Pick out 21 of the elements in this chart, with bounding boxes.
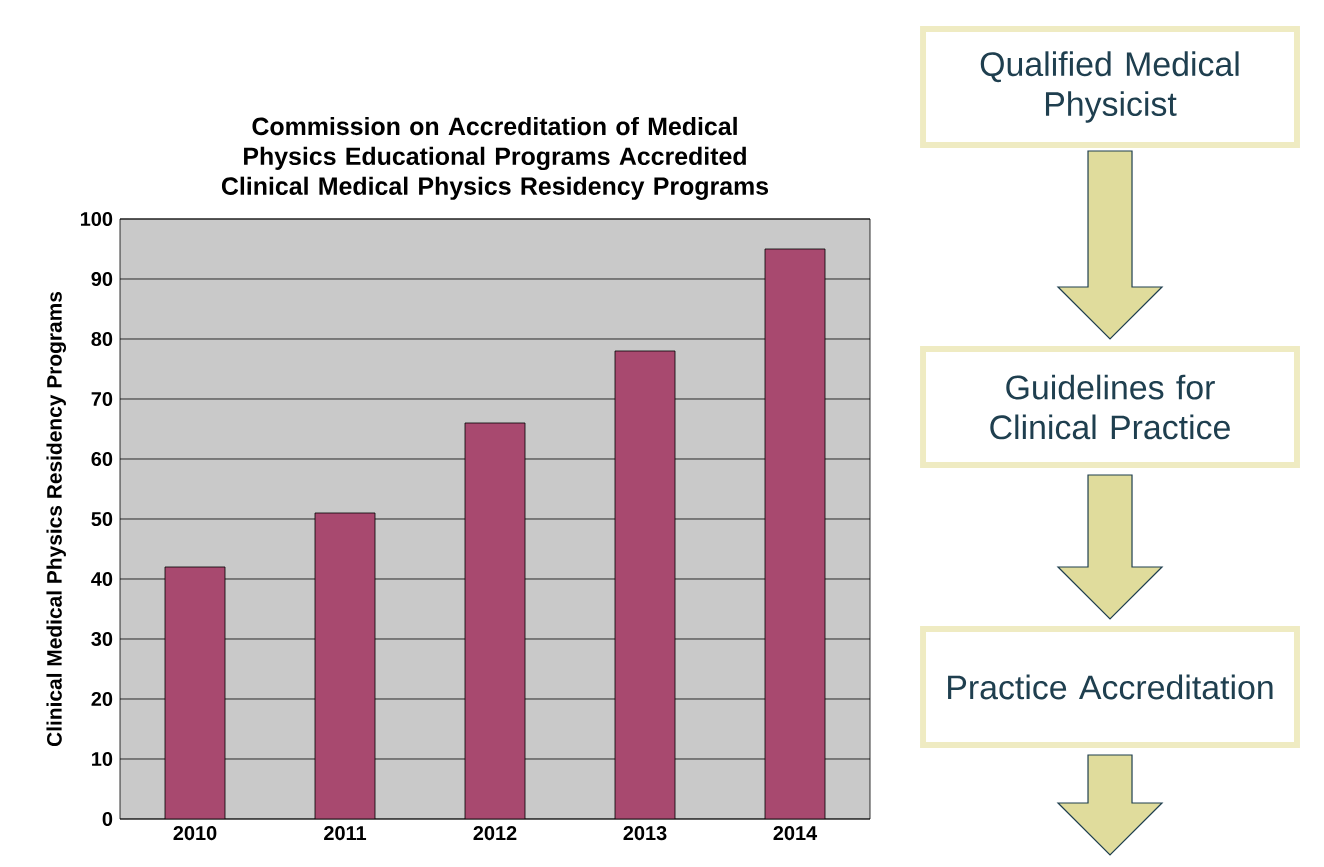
y-tick-label: 70 bbox=[91, 391, 113, 407]
x-tick-label: 2011 bbox=[324, 826, 367, 841]
y-tick-label: 50 bbox=[91, 511, 113, 527]
y-tick-label: 60 bbox=[91, 451, 113, 467]
text: Guidelines for Clinical Practice bbox=[990, 374, 1230, 440]
chart-title: Commission on Accreditation of Medical Physics Educational Programs Accredited Clinical Medical Physics Residency Programs bbox=[221, 116, 769, 200]
y-tick-label: 10 bbox=[92, 751, 113, 767]
text: Qualified Medical Physicist bbox=[980, 51, 1239, 123]
y-tick-label: 0 bbox=[102, 811, 113, 827]
y-tick-label: 20 bbox=[91, 691, 113, 707]
x-tick-label: 2014 bbox=[773, 826, 818, 841]
y-tick-label: 40 bbox=[91, 571, 113, 587]
y-axis-title: Clinical Medical Physics Residency Programs bbox=[46, 291, 67, 747]
x-tick-label: 2013 bbox=[623, 826, 667, 841]
x-tick-label: 2010 bbox=[173, 826, 217, 841]
y-tick-label: 90 bbox=[91, 271, 113, 287]
text: Practice Accreditation bbox=[948, 674, 1273, 700]
y-tick-label: 100 bbox=[80, 211, 113, 227]
y-tick-label: 80 bbox=[91, 331, 113, 347]
x-tick-label: 2012 bbox=[473, 826, 517, 841]
y-tick-label: 30 bbox=[91, 631, 113, 647]
